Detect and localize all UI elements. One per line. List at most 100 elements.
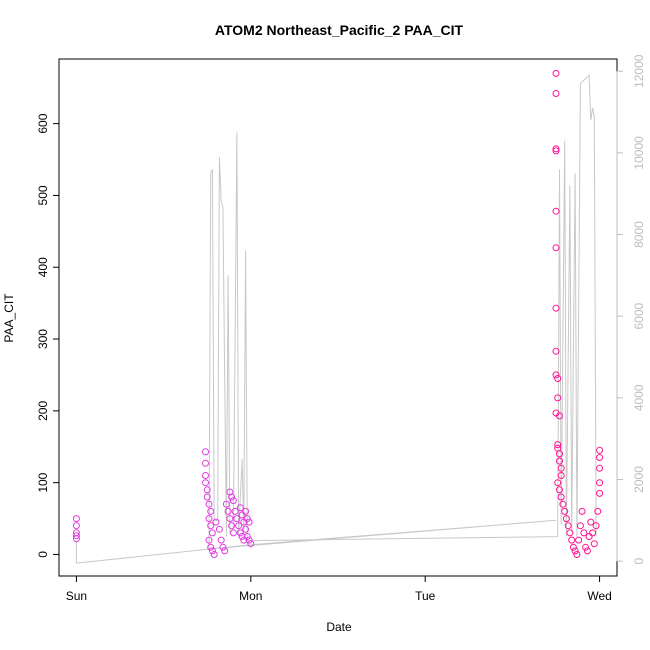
data-point	[238, 533, 246, 540]
data-point	[208, 529, 216, 537]
y2-tick-label: 6000	[632, 303, 646, 330]
data-point	[554, 441, 562, 449]
data-point	[556, 412, 563, 420]
data-point	[217, 536, 225, 544]
data-point	[596, 446, 604, 454]
data-point	[557, 464, 565, 472]
data-point	[552, 244, 560, 252]
data-point	[556, 450, 563, 458]
x-tick-label: Sun	[66, 589, 87, 603]
y-tick-label: 400	[36, 257, 50, 277]
data-point	[240, 536, 248, 544]
data-point	[564, 522, 572, 530]
data-point	[205, 536, 213, 544]
data-point	[226, 488, 234, 496]
x-tick-label: Mon	[239, 589, 262, 603]
x-axis-label: Date	[326, 620, 352, 634]
data-point	[552, 69, 560, 77]
data-point	[596, 479, 604, 487]
line-series-layer	[75, 74, 597, 564]
data-point	[561, 507, 569, 515]
data-point	[231, 507, 239, 515]
data-point	[562, 515, 570, 523]
data-point	[245, 536, 253, 544]
y2-tick-label: 12000	[632, 54, 646, 88]
y-tick-label: 500	[36, 185, 50, 205]
data-point	[205, 515, 213, 523]
data-point	[243, 533, 251, 540]
data-point	[556, 486, 563, 494]
plot-frame	[58, 58, 618, 577]
data-point	[575, 536, 583, 544]
data-point	[202, 459, 209, 467]
data-point	[580, 529, 588, 537]
data-point	[571, 547, 579, 555]
data-point	[243, 515, 251, 523]
data-point	[578, 507, 586, 515]
data-point	[210, 551, 218, 558]
data-point	[207, 543, 215, 551]
data-point	[72, 529, 80, 537]
data-point	[221, 547, 229, 555]
y2-tick-label: 8000	[632, 221, 646, 248]
data-point	[585, 533, 593, 540]
data-point	[235, 522, 243, 530]
data-point	[554, 394, 562, 402]
data-point	[568, 536, 576, 544]
data-point	[242, 525, 250, 533]
y-axis-left: 0 100 200 300 400 500 600	[36, 113, 60, 558]
y2-tick-label: 4000	[632, 384, 646, 411]
y-tick-label: 300	[36, 329, 50, 349]
data-point	[202, 479, 209, 487]
data-point	[202, 472, 209, 479]
data-point	[202, 448, 209, 456]
data-point	[596, 464, 604, 472]
data-point	[236, 504, 244, 512]
data-point	[587, 518, 595, 526]
data-point	[207, 522, 215, 530]
data-point	[247, 540, 255, 548]
data-point	[72, 522, 80, 530]
data-point	[229, 497, 237, 505]
data-point	[240, 518, 248, 526]
data-point	[205, 500, 213, 508]
data-point	[556, 457, 563, 465]
data-point	[228, 493, 236, 501]
data-point	[222, 500, 230, 508]
data-point	[557, 493, 565, 501]
data-point	[552, 207, 560, 215]
data-point	[207, 507, 215, 515]
data-point	[557, 472, 565, 479]
data-point	[583, 547, 591, 555]
data-point	[224, 507, 232, 515]
y-tick-label: 600	[36, 113, 50, 133]
y-tick-label: 0	[36, 551, 50, 558]
data-point	[203, 486, 211, 494]
data-point	[242, 507, 250, 515]
data-point	[72, 515, 80, 523]
y2-tick-label: 0	[632, 557, 646, 564]
data-point	[228, 522, 236, 530]
point-series-layer	[72, 69, 604, 558]
y-axis-label: PAA_CIT	[2, 293, 16, 343]
data-point	[552, 304, 560, 312]
data-point	[592, 522, 600, 530]
y2-tick-label: 10000	[632, 136, 646, 170]
data-point	[552, 371, 560, 379]
data-point	[219, 543, 227, 551]
data-point	[552, 145, 560, 153]
data-point	[596, 454, 604, 461]
data-point	[573, 551, 581, 558]
y-tick-label: 200	[36, 401, 50, 421]
data-point	[212, 518, 220, 526]
data-point	[229, 529, 237, 537]
x-axis: Sun Mon Tue Wed	[66, 575, 612, 603]
data-point	[552, 90, 560, 97]
data-point	[554, 375, 562, 382]
data-point	[559, 500, 567, 508]
data-point	[569, 543, 577, 551]
data-point	[233, 515, 241, 523]
data-point	[208, 547, 216, 555]
data-point	[226, 515, 234, 523]
